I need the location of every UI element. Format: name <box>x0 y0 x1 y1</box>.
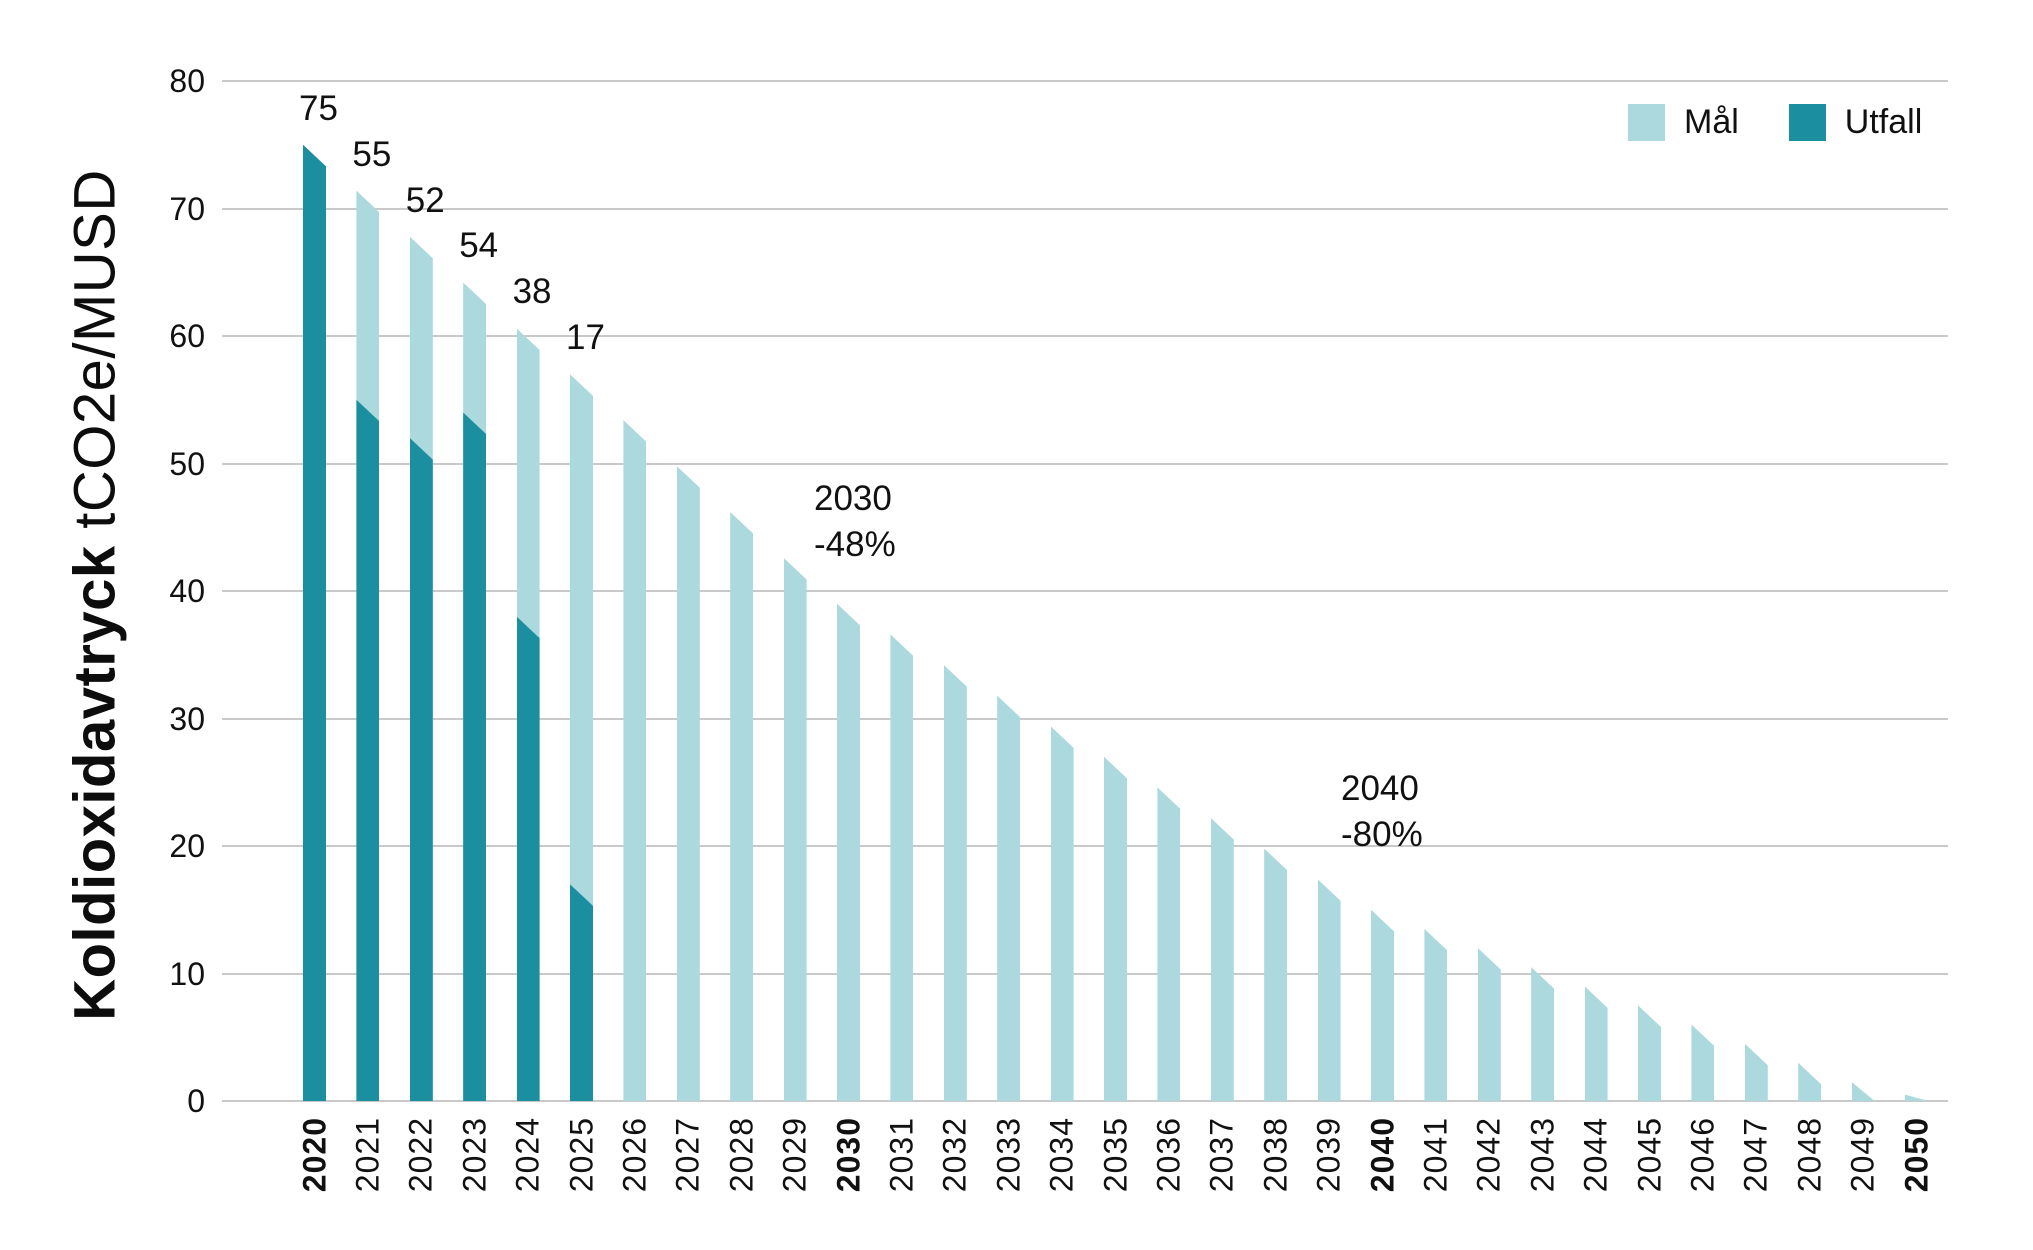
x-tick-label-2033: 2033 <box>990 1117 1027 1193</box>
x-tick-label-2047: 2047 <box>1737 1117 1774 1193</box>
bar-utfall-2020 <box>303 144 326 1101</box>
x-tick-label-2035: 2035 <box>1097 1117 1133 1193</box>
x-tick-label-2036: 2036 <box>1150 1117 1187 1193</box>
x-tick-label-2042: 2042 <box>1470 1117 1507 1193</box>
bar-utfall-2021 <box>356 399 380 1101</box>
x-tick-label-2032: 2032 <box>936 1117 973 1193</box>
x-tick-label-2029: 2029 <box>776 1117 813 1193</box>
y-axis-title-bold: Koldioxidavtryck <box>62 545 128 1021</box>
y-tick-label-10: 10 <box>169 955 205 992</box>
x-tick-label-2038: 2038 <box>1257 1117 1294 1193</box>
bar-mal-2031 <box>890 634 914 1101</box>
x-tick-label-2046: 2046 <box>1684 1117 1721 1193</box>
bar-mal-2050 <box>1905 1094 1928 1101</box>
plot-area: 75 55 52 54 38 17 <box>222 80 1948 1102</box>
y-tick-label-20: 20 <box>169 828 205 864</box>
y-tick-label-0: 0 <box>187 1083 205 1119</box>
bar-utfall-2023 <box>463 412 487 1101</box>
bar-mal-2041 <box>1424 928 1448 1101</box>
gridline-0 <box>222 1100 1948 1102</box>
x-tick-label-2022: 2022 <box>402 1117 439 1193</box>
x-tick-label-2031: 2031 <box>883 1117 920 1193</box>
bar-mal-2039 <box>1317 879 1341 1101</box>
y-tick-label-80: 80 <box>169 63 205 99</box>
bar-value-label-2025: 17 <box>566 318 605 358</box>
legend-color-swatch <box>1628 104 1665 141</box>
x-tick-label-2049: 2049 <box>1844 1117 1881 1193</box>
bar-mal-2033 <box>997 695 1021 1101</box>
bar-mal-2035 <box>1104 756 1127 1101</box>
x-tick-label-2043: 2043 <box>1524 1117 1561 1193</box>
annotation-2040: 2040 -80% <box>1341 769 1423 854</box>
bar-mal-2048 <box>1798 1062 1822 1101</box>
bar-mal-2042 <box>1477 948 1501 1101</box>
bar-value-label-2020: 75 <box>299 88 338 128</box>
y-tick-label-70: 70 <box>169 190 205 227</box>
bar-value-label-2024: 38 <box>512 272 552 312</box>
legend-item-ml: Mål <box>1628 103 1739 142</box>
x-tick-label-2024: 2024 <box>509 1117 546 1193</box>
x-tick-label-2039: 2039 <box>1310 1117 1347 1193</box>
bar-mal-2036 <box>1157 787 1181 1101</box>
legend-item-utfall: Utfall <box>1788 103 1923 142</box>
gridline-30 <box>222 717 1948 720</box>
x-tick-label-2034: 2034 <box>1043 1117 1080 1193</box>
legend-label: Utfall <box>1844 103 1923 141</box>
x-tick-label-2030: 2030 <box>830 1117 866 1193</box>
bar-mal-2044 <box>1584 986 1608 1101</box>
bar-value-label-2023: 54 <box>459 226 499 266</box>
x-tick-label-2037: 2037 <box>1203 1117 1240 1193</box>
x-tick-label-2041: 2041 <box>1417 1117 1454 1193</box>
x-tick-label-2050: 2050 <box>1898 1117 1934 1193</box>
y-tick-label-50: 50 <box>169 445 205 482</box>
gridline-20 <box>222 845 1948 847</box>
bar-mal-2037 <box>1210 817 1234 1101</box>
bar-value-label-2022: 52 <box>405 180 445 220</box>
x-tick-label-2026: 2026 <box>616 1117 653 1193</box>
x-tick-label-2040: 2040 <box>1364 1117 1400 1193</box>
gridline-70 <box>222 207 1948 210</box>
legend-label: Mål <box>1684 103 1739 141</box>
x-tick-label-2044: 2044 <box>1577 1117 1614 1193</box>
bar-mal-2028 <box>730 511 754 1101</box>
x-tick-label-2023: 2023 <box>456 1117 493 1193</box>
y-tick-label-60: 60 <box>169 318 205 354</box>
x-tick-label-2048: 2048 <box>1791 1117 1828 1193</box>
x-tick-label-2025: 2025 <box>563 1117 599 1193</box>
bar-mal-2034 <box>1050 726 1074 1101</box>
x-tick-label-2028: 2028 <box>723 1117 760 1193</box>
bar-utfall-2024 <box>516 616 540 1101</box>
bar-mal-2030 <box>837 603 860 1101</box>
y-tick-label-30: 30 <box>169 700 205 737</box>
legend: Mål Utfall <box>1628 103 1922 142</box>
x-tick-label-2021: 2021 <box>349 1117 386 1193</box>
gridline-10 <box>222 972 1948 975</box>
legend-color-swatch <box>1788 104 1826 141</box>
bar-mal-2046 <box>1691 1024 1715 1101</box>
annotation-2030: 2030 -48% <box>814 479 896 564</box>
x-tick-label-2045: 2045 <box>1631 1117 1667 1193</box>
x-tick-label-2027: 2027 <box>669 1117 706 1193</box>
bar-value-label-2021: 55 <box>352 134 392 174</box>
bar-mal-2027 <box>676 466 700 1101</box>
bar-mal-2040 <box>1371 909 1394 1101</box>
bar-mal-2038 <box>1264 848 1288 1101</box>
y-tick-label-40: 40 <box>169 573 205 609</box>
bar-utfall-2022 <box>409 438 433 1101</box>
gridline-60 <box>222 335 1948 337</box>
bar-mal-2029 <box>783 557 807 1101</box>
gridline-40 <box>222 590 1948 592</box>
bar-mal-2047 <box>1744 1043 1768 1101</box>
gridline-50 <box>222 462 1948 465</box>
bar-mal-2026 <box>623 420 647 1101</box>
gridline-80 <box>222 80 1948 82</box>
bar-mal-2043 <box>1531 967 1555 1101</box>
bar-utfall-2025 <box>570 884 593 1101</box>
x-tick-label-2020: 2020 <box>296 1117 332 1193</box>
bar-mal-2045 <box>1638 1005 1661 1101</box>
bar-mal-2032 <box>943 664 967 1101</box>
bar-mal-2049 <box>1851 1081 1875 1101</box>
